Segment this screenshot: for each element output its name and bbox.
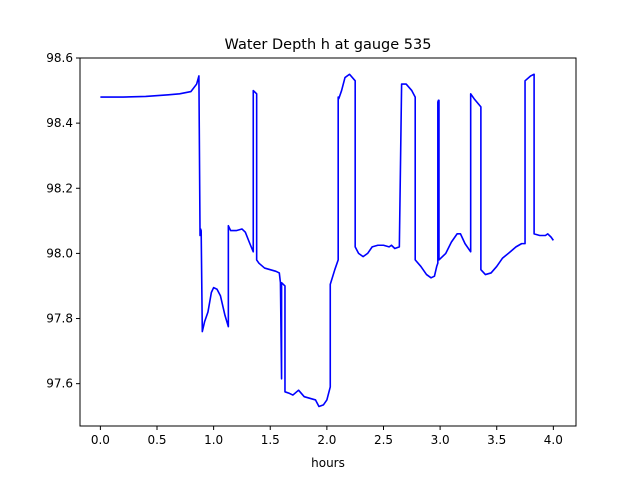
y-axis: 97.6 97.8 98.0 98.2 98.4 98.6 — [46, 51, 80, 391]
plot-frame — [79, 57, 577, 427]
x-axis-label: hours — [311, 456, 345, 470]
chart-title: Water Depth h at gauge 535 — [225, 37, 432, 53]
y-tick-label: 98.2 — [46, 181, 73, 195]
x-tick-label: 0.5 — [147, 433, 166, 447]
series-line-0 — [100, 73, 555, 408]
x-tick-label: 2.0 — [317, 433, 336, 447]
plot-area — [100, 73, 555, 408]
x-tick-label: 0.0 — [91, 433, 110, 447]
y-tick-label: 98.4 — [46, 116, 73, 130]
x-axis: 0.0 0.5 1.0 1.5 2.0 2.5 3.0 3.5 4.0 — [91, 426, 563, 447]
y-tick-label: 98.6 — [46, 51, 73, 65]
x-tick-label: 1.5 — [261, 433, 280, 447]
x-tick-label: 1.0 — [204, 433, 223, 447]
x-tick-label: 3.0 — [431, 433, 450, 447]
y-tick-label: 98.0 — [46, 246, 73, 260]
x-tick-label: 4.0 — [544, 433, 563, 447]
y-tick-label: 97.8 — [46, 312, 73, 326]
x-tick-label: 2.5 — [374, 433, 393, 447]
x-tick-label: 3.5 — [487, 433, 506, 447]
y-tick-label: 97.6 — [46, 377, 73, 391]
